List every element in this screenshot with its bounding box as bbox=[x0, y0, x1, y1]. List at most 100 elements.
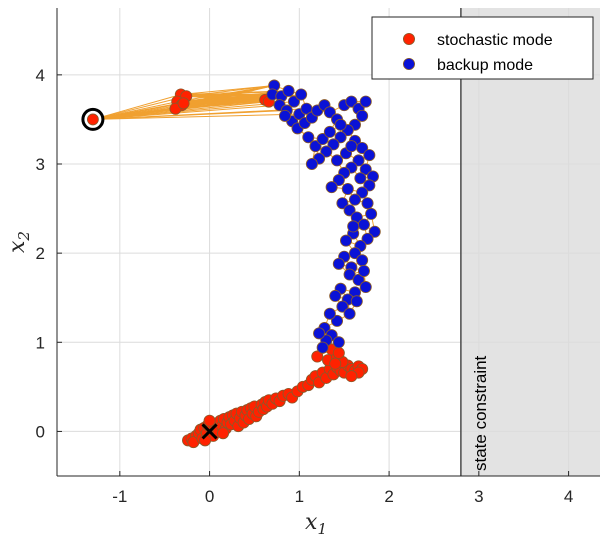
x-tick-label: -1 bbox=[112, 487, 127, 506]
backup-mode-point bbox=[343, 204, 356, 217]
y-tick-label: 3 bbox=[36, 155, 45, 174]
backup-mode-point bbox=[309, 140, 322, 153]
backup-mode-point bbox=[278, 109, 291, 122]
backup-mode-point bbox=[302, 131, 315, 144]
trajectory-edge bbox=[186, 85, 275, 97]
backup-mode-point bbox=[343, 268, 356, 281]
legend-label-stochastic-mode: stochastic mode bbox=[437, 32, 553, 49]
backup-mode-point bbox=[323, 106, 336, 119]
y-axis-label-subscript: 2 bbox=[15, 231, 33, 242]
backup-mode-point bbox=[343, 307, 356, 320]
backup-mode-point bbox=[361, 197, 374, 210]
target-cross-b bbox=[201, 423, 218, 440]
backup-mode-point bbox=[345, 95, 358, 108]
backup-mode-point bbox=[336, 197, 349, 210]
backup-mode-point bbox=[345, 140, 358, 153]
trajectory-edge bbox=[175, 85, 275, 110]
trajectory-edge bbox=[92, 113, 300, 120]
stochastic-mode-point bbox=[311, 350, 324, 363]
x-tick-label: 0 bbox=[205, 487, 214, 506]
backup-mode-point bbox=[320, 145, 333, 158]
trajectory-edge bbox=[183, 101, 269, 104]
trajectory-edge bbox=[175, 101, 269, 110]
backup-mode-point bbox=[365, 207, 378, 220]
backup-mode-point bbox=[352, 154, 365, 167]
backup-mode-point bbox=[282, 84, 295, 97]
backup-mode-point bbox=[334, 118, 347, 131]
backup-mode-point bbox=[323, 125, 336, 138]
backup-mode-point bbox=[357, 264, 370, 277]
y-tick-label: 0 bbox=[36, 422, 45, 441]
backup-mode-point bbox=[323, 307, 336, 320]
y-tick-label: 4 bbox=[36, 66, 45, 85]
backup-mode-point bbox=[356, 254, 369, 267]
stochastic-mode-point bbox=[329, 357, 342, 370]
backup-mode-point bbox=[336, 300, 349, 313]
state-constraint-region bbox=[460, 8, 600, 476]
backup-mode-point bbox=[332, 174, 345, 187]
y-axis-label-main: x bbox=[5, 240, 30, 253]
backup-mode-point bbox=[316, 341, 329, 354]
backup-mode-point bbox=[316, 133, 329, 146]
tick-labels: -1 0 1 2 3 4 0 1 2 3 4 bbox=[36, 66, 574, 506]
backup-mode-point bbox=[341, 182, 354, 195]
x-tick-label: 1 bbox=[295, 487, 304, 506]
legend: stochastic mode backup mode bbox=[371, 16, 594, 80]
backup-mode-point bbox=[368, 225, 381, 238]
backup-mode-point bbox=[352, 273, 365, 286]
legend-marker-backup-mode bbox=[402, 58, 415, 71]
backup-mode-point bbox=[356, 109, 369, 122]
stochastic-mode-point bbox=[203, 414, 216, 427]
state-constraint-label: state constraint bbox=[471, 355, 490, 471]
backup-mode-point bbox=[331, 314, 344, 327]
backup-mode-point bbox=[363, 179, 376, 192]
axes bbox=[56, 8, 600, 477]
x-tick-label: 3 bbox=[474, 487, 483, 506]
backup-mode-point bbox=[359, 281, 372, 294]
legend-label-backup-mode: backup mode bbox=[437, 57, 533, 74]
backup-mode-point bbox=[329, 289, 342, 302]
special-markers bbox=[81, 107, 218, 440]
x-axis-label: x1 bbox=[305, 510, 327, 537]
x-tick-label: 2 bbox=[384, 487, 393, 506]
backup-mode-point bbox=[347, 220, 360, 233]
trajectory-edge bbox=[92, 93, 181, 120]
data-points bbox=[169, 79, 381, 449]
x-tick-label: 4 bbox=[564, 487, 573, 506]
backup-mode-point bbox=[357, 218, 370, 231]
backup-mode-point bbox=[334, 131, 347, 144]
trajectory-edge bbox=[92, 101, 294, 120]
trajectory-edge bbox=[92, 108, 307, 120]
backup-mode-point bbox=[313, 327, 326, 340]
backup-mode-point bbox=[332, 336, 345, 349]
backup-mode-point bbox=[331, 154, 344, 167]
trajectory-edge bbox=[183, 85, 275, 104]
trajectory-edge bbox=[92, 95, 187, 120]
backup-mode-point bbox=[295, 88, 308, 101]
backup-mode-point bbox=[348, 193, 361, 206]
backup-mode-point bbox=[325, 181, 338, 194]
y-axis-label: x2 bbox=[5, 231, 33, 253]
backup-mode-point bbox=[327, 138, 340, 151]
backup-mode-point bbox=[332, 257, 345, 270]
y-tick-label: 1 bbox=[36, 333, 45, 352]
backup-mode-point bbox=[363, 149, 376, 162]
backup-mode-point bbox=[359, 163, 372, 176]
x-axis-label-main: x bbox=[305, 510, 318, 535]
stochastic-mode-point bbox=[332, 346, 345, 359]
x-axis-label-subscript: 1 bbox=[317, 520, 327, 537]
backup-mode-point bbox=[356, 186, 369, 199]
backup-mode-point bbox=[305, 157, 318, 170]
stochastic-mode-point bbox=[217, 427, 230, 440]
backup-mode-point bbox=[287, 95, 300, 108]
backup-mode-point bbox=[350, 295, 363, 308]
legend-marker-stochastic-mode bbox=[402, 33, 415, 46]
backup-mode-point bbox=[359, 95, 372, 108]
y-tick-label: 2 bbox=[36, 244, 45, 263]
backup-mode-point bbox=[340, 234, 353, 247]
stochastic-mode-point bbox=[177, 97, 190, 110]
stochastic-mode-point bbox=[345, 370, 358, 383]
backup-mode-point bbox=[348, 247, 361, 260]
backup-mode-point bbox=[354, 172, 367, 185]
